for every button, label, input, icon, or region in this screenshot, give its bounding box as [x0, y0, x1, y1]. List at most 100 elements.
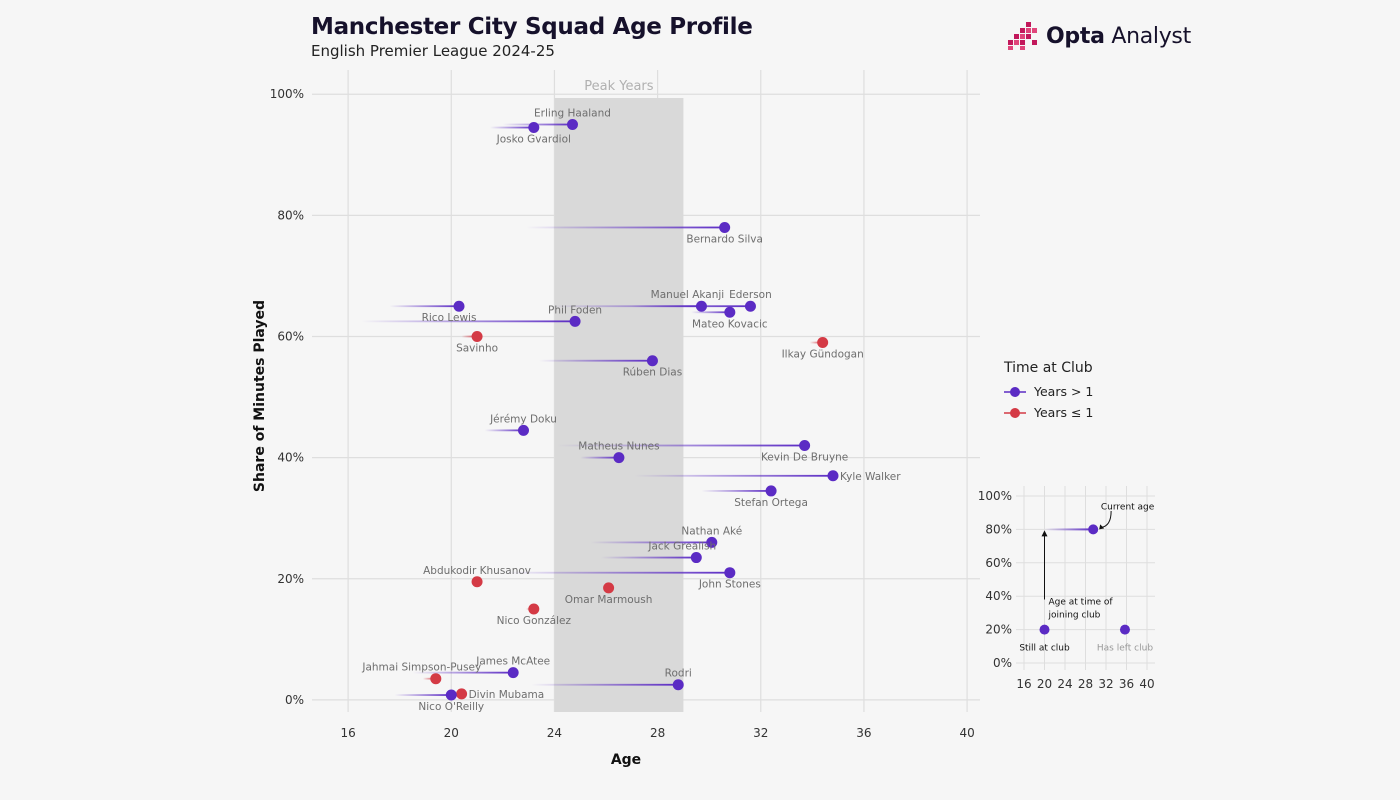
tenure-line: [580, 456, 619, 459]
legend-swatch-short-icon: [1004, 407, 1026, 418]
tenure-line: [600, 556, 697, 559]
inset-x-tick-label: 32: [1098, 677, 1113, 691]
player-dot: [430, 673, 442, 685]
player-label: James McAtee: [475, 656, 550, 668]
inset-x-tick-label: 20: [1037, 677, 1052, 691]
player-label: Abdukodir Khusanov: [423, 565, 531, 577]
inset-joining-label: joining club: [1048, 611, 1101, 621]
peak-years-band: [554, 98, 684, 712]
y-tick-label: 40%: [277, 451, 304, 465]
player-dot: [817, 337, 829, 349]
player-dot: [690, 552, 702, 564]
player-label: Divin Mubama: [469, 689, 545, 701]
tenure-line: [590, 541, 712, 544]
tenure-line: [701, 490, 772, 492]
tenure-line: [809, 341, 823, 344]
player-dot: [603, 582, 615, 594]
player-label: Manuel Akanji: [651, 289, 725, 301]
player-dot: [445, 689, 457, 701]
x-tick-label: 20: [444, 726, 459, 740]
chart-subtitle: English Premier League 2024-25: [311, 42, 555, 60]
player-label: Bernardo Silva: [686, 233, 763, 245]
inset-x-tick-label: 36: [1119, 677, 1134, 691]
tenure-line: [389, 305, 460, 308]
x-tick-label: 28: [650, 726, 665, 740]
tenure-line: [531, 683, 679, 686]
tenure-line: [484, 429, 524, 432]
brand-name: Opta Analyst: [1046, 23, 1191, 49]
inset-joining-label: Age at time of: [1049, 598, 1114, 608]
tenure-line: [461, 335, 478, 338]
legend-item-long: Years > 1: [1004, 384, 1093, 399]
player-label: Jack Grealish: [647, 541, 716, 553]
player-dot: [827, 470, 839, 482]
inset-y-tick-label: 60%: [985, 556, 1012, 570]
player-label: Nico O'Reilly: [418, 701, 484, 713]
tenure-line: [394, 694, 452, 696]
x-tick-label: 24: [547, 726, 562, 740]
legend-item-short: Years ≤ 1: [1004, 405, 1093, 420]
inset-joining-arrowhead-icon: [1041, 530, 1048, 537]
player-dot: [724, 567, 736, 579]
tenure-line: [551, 305, 751, 308]
player-dot: [695, 300, 707, 312]
legend-label-short: Years ≤ 1: [1034, 405, 1094, 420]
tenure-line: [526, 226, 725, 229]
player-label: Josko Gvardiol: [496, 134, 571, 146]
inset-x-tick-label: 24: [1057, 677, 1072, 691]
tenure-line: [422, 677, 436, 680]
player-dot: [719, 221, 731, 233]
inset-still-dot: [1039, 624, 1050, 635]
inset-y-tick-label: 0%: [993, 656, 1012, 670]
player-label: Rúben Dias: [623, 367, 683, 379]
tenure-line: [412, 671, 514, 674]
legend-title: Time at Club: [1004, 360, 1093, 376]
inset-y-tick-label: 20%: [985, 623, 1012, 637]
player-label: Rodri: [665, 668, 692, 680]
tenure-line: [361, 320, 576, 323]
player-dot: [507, 667, 519, 679]
legend-swatch-long-icon: [1004, 386, 1026, 397]
player-label: Phil Foden: [548, 304, 602, 316]
y-tick-label: 80%: [277, 208, 304, 222]
inset-example-line: [1044, 528, 1094, 531]
player-label: Rico Lewis: [422, 312, 477, 324]
inset-example-dot: [1088, 524, 1099, 535]
tenure-line: [557, 444, 805, 447]
inset-x-tick-label: 28: [1078, 677, 1093, 691]
inset-y-tick-label: 80%: [985, 522, 1012, 536]
player-dot: [471, 576, 483, 588]
inset-current-arrowhead-icon: [1099, 524, 1105, 530]
player-label: John Stones: [698, 579, 761, 591]
player-dot: [765, 485, 777, 497]
tenure-line: [489, 126, 534, 129]
inset-x-tick-label: 40: [1139, 677, 1154, 691]
player-dot: [569, 315, 581, 327]
player-dot: [471, 330, 483, 342]
x-tick-label: 36: [856, 726, 871, 740]
y-axis-title: Share of Minutes Played: [252, 300, 268, 492]
player-dot: [613, 452, 625, 464]
player-dot: [566, 119, 578, 131]
brand-logo: Opta Analyst: [1008, 22, 1191, 50]
x-tick-label: 16: [340, 726, 355, 740]
x-axis-title: Age: [611, 752, 641, 768]
player-label: Kyle Walker: [840, 471, 901, 483]
player-label: Erling Haaland: [534, 108, 611, 120]
inset-y-tick-label: 100%: [978, 489, 1012, 503]
inset-current-age-label: Current age: [1101, 502, 1155, 512]
player-dot: [528, 122, 540, 134]
player-dot: [646, 355, 658, 367]
player-dot: [517, 424, 529, 436]
player-label: Jahmai Simpson-Pusey: [361, 662, 481, 674]
inset-still-label: Still at club: [1019, 644, 1070, 654]
player-dot: [744, 300, 756, 312]
opta-logo-icon: [1008, 22, 1037, 50]
player-dot: [456, 688, 468, 700]
player-dot: [528, 603, 540, 615]
player-dot: [672, 679, 684, 691]
inset-y-tick-label: 40%: [985, 589, 1012, 603]
player-label: Jérémy Doku: [489, 413, 557, 425]
player-label: Nico González: [497, 615, 572, 627]
